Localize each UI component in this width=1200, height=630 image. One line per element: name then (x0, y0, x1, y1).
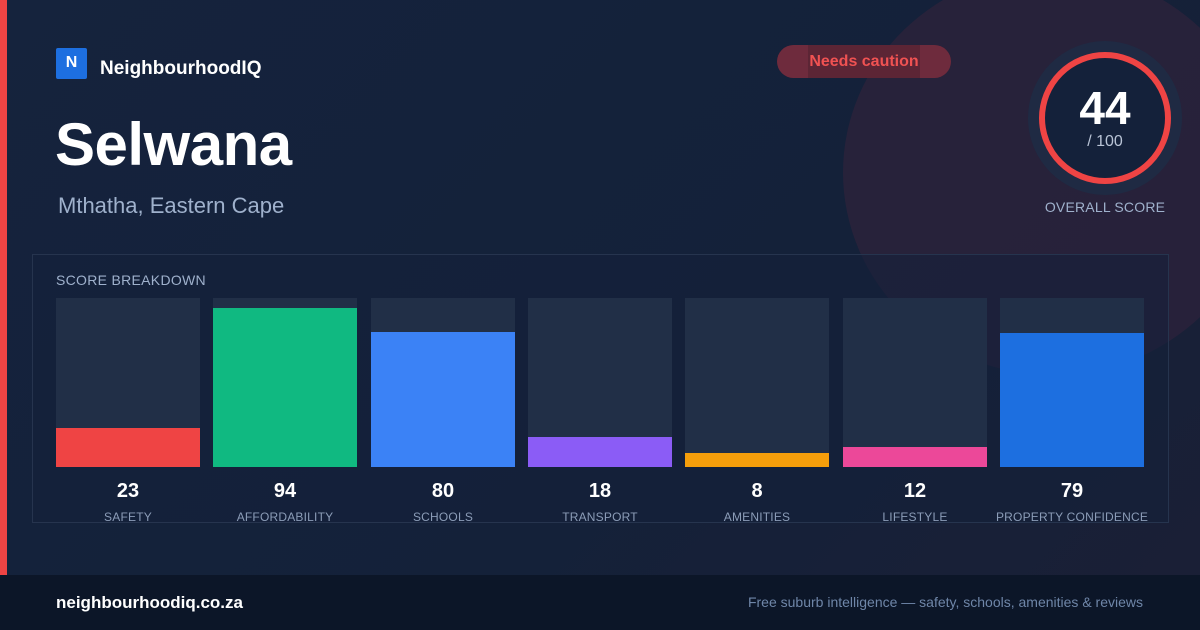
brand-logo-icon: N (56, 47, 87, 79)
score-breakdown-panel: SCORE BREAKDOWN 23 SAFETY 94 AFFORDABILI… (32, 254, 1169, 524)
suburb-title: Selwana (55, 111, 292, 178)
bar-value: 18 (588, 480, 612, 502)
bar-value: 94 (273, 480, 297, 502)
footer: neighbourhoodiq.co.za Free suburb intell… (0, 575, 1200, 630)
brand-name: NeighbourhoodIQ (100, 58, 262, 79)
overall-score-denominator: / 100 (1087, 133, 1123, 150)
breakdown-bars: 23 SAFETY 94 AFFORDABILITY 80 SCHOOLS 18… (56, 298, 1148, 524)
overall-score-label: OVERALL SCORE (1044, 199, 1166, 215)
bar-fill (213, 308, 357, 467)
bar-value: 23 (116, 480, 140, 502)
bar-fill (1000, 333, 1144, 467)
bar-safety: 23 SAFETY (56, 298, 200, 524)
share-card: N NeighbourhoodIQ Needs caution Selwana … (0, 0, 1200, 575)
overall-score-ring: 44 / 100 (1028, 41, 1182, 195)
bar-track (1000, 298, 1144, 467)
bar-fill (843, 447, 987, 467)
status-badge: Needs caution (777, 45, 951, 78)
bar-fill (685, 453, 829, 467)
score-ring-stroke (1039, 52, 1171, 184)
bar-label: SAFETY (104, 510, 152, 524)
brand: N NeighbourhoodIQ (56, 46, 261, 80)
bar-amenities: 8 AMENITIES (685, 298, 829, 524)
bar-fill (371, 332, 515, 467)
bar-label: SCHOOLS (412, 510, 474, 524)
bar-track (528, 298, 672, 467)
bar-affordability: 94 AFFORDABILITY (213, 298, 357, 524)
bar-fill (56, 428, 200, 467)
bar-track (56, 298, 200, 467)
bar-value: 8 (751, 480, 763, 502)
bar-track (685, 298, 829, 467)
footer-tagline: Free suburb intelligence — safety, schoo… (747, 594, 1143, 610)
bar-fill (528, 437, 672, 467)
bar-track (213, 298, 357, 467)
bar-label: AMENITIES (723, 510, 791, 524)
bar-transport: 18 TRANSPORT (528, 298, 672, 524)
bar-label: PROPERTY CONFIDENCE (995, 510, 1149, 524)
status-accent-bar (0, 0, 7, 575)
bar-track (843, 298, 987, 467)
bar-value: 80 (431, 480, 455, 502)
bar-property-confidence: 79 PROPERTY CONFIDENCE (996, 298, 1148, 524)
status-badge-label: Needs caution (809, 52, 919, 70)
bar-track (371, 298, 515, 467)
bar-label: LIFESTYLE (882, 510, 948, 524)
breakdown-title: SCORE BREAKDOWN (56, 272, 206, 288)
bar-value: 12 (903, 480, 927, 502)
bar-lifestyle: 12 LIFESTYLE (843, 298, 987, 524)
footer-domain-link[interactable]: neighbourhoodiq.co.za (56, 593, 243, 612)
suburb-location: Mthatha, Eastern Cape (58, 193, 285, 218)
bar-label: AFFORDABILITY (236, 510, 334, 524)
bar-label: TRANSPORT (562, 510, 638, 524)
overall-score-value: 44 (1079, 82, 1131, 134)
bar-schools: 80 SCHOOLS (371, 298, 515, 524)
score-ring-graphic (1028, 41, 1182, 195)
bar-value: 79 (1060, 480, 1084, 502)
